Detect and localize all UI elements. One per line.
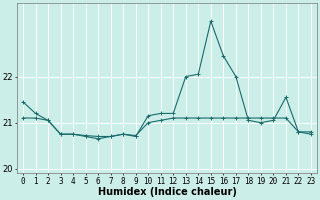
X-axis label: Humidex (Indice chaleur): Humidex (Indice chaleur) bbox=[98, 187, 236, 197]
